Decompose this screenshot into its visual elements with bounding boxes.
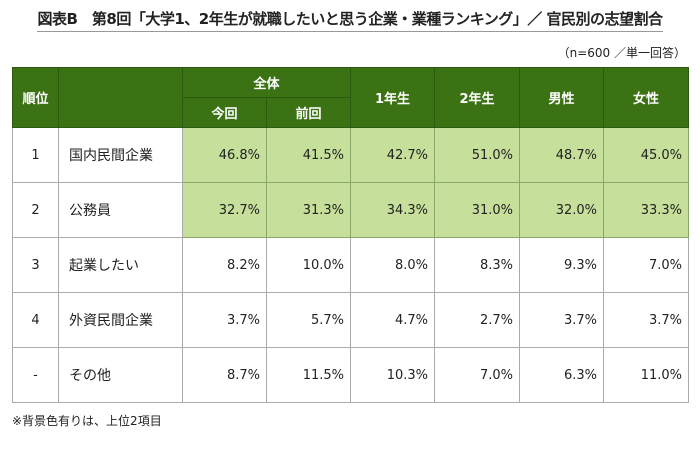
- rank-cell: 3: [12, 237, 59, 293]
- value-cell: 45.0%: [603, 127, 690, 183]
- value-cell: 5.7%: [265, 292, 352, 348]
- header-rank: 順位: [12, 67, 59, 128]
- header-female: 女性: [603, 67, 690, 128]
- label-cell: 起業したい: [58, 237, 183, 293]
- value-cell: 34.3%: [350, 182, 436, 238]
- footnote: ※背景色有りは、上位2項目: [12, 414, 162, 428]
- value-cell: 4.7%: [350, 292, 436, 348]
- table-row: 4 外資民間企業 3.7% 5.7% 4.7% 2.7% 3.7% 3.7%: [12, 292, 690, 348]
- value-cell: 9.3%: [519, 237, 605, 293]
- sample-note: （n=600 ／単一回答）: [557, 46, 686, 60]
- header-overall-current: 今回: [182, 97, 267, 128]
- header-overall-previous: 前回: [265, 97, 352, 128]
- rank-cell: -: [12, 347, 59, 403]
- value-cell: 2.7%: [434, 292, 521, 348]
- value-cell: 11.0%: [603, 347, 690, 403]
- rank-cell: 4: [12, 292, 59, 348]
- table-row: 1 国内民間企業 46.8% 41.5% 42.7% 51.0% 48.7% 4…: [12, 127, 690, 183]
- value-cell: 7.0%: [603, 237, 690, 293]
- value-cell: 31.3%: [265, 182, 352, 238]
- value-cell: 11.5%: [265, 347, 352, 403]
- header-overall: 全体: [181, 67, 352, 98]
- label-cell: その他: [58, 347, 183, 403]
- value-cell: 8.0%: [350, 237, 436, 293]
- value-cell: 3.7%: [519, 292, 605, 348]
- value-cell: 8.7%: [182, 347, 267, 403]
- value-cell: 3.7%: [182, 292, 267, 348]
- value-cell: 7.0%: [434, 347, 521, 403]
- header-male: 男性: [519, 67, 605, 128]
- value-cell: 41.5%: [265, 127, 352, 183]
- page-title: 図表B 第8回「大学1、2年生が就職したいと思う企業・業種ランキング」／ 官民別…: [0, 8, 700, 32]
- value-cell: 32.0%: [519, 182, 605, 238]
- table-row: 3 起業したい 8.2% 10.0% 8.0% 8.3% 9.3% 7.0%: [12, 237, 690, 293]
- rank-cell: 2: [12, 182, 59, 238]
- title-text: 図表B 第8回「大学1、2年生が就職したいと思う企業・業種ランキング」／ 官民別…: [37, 10, 663, 32]
- rank-cell: 1: [12, 127, 59, 183]
- header-year1: 1年生: [350, 67, 436, 128]
- label-cell: 公務員: [58, 182, 183, 238]
- table-row: 2 公務員 32.7% 31.3% 34.3% 31.0% 32.0% 33.3…: [12, 182, 690, 238]
- table-row: - その他 8.7% 11.5% 10.3% 7.0% 6.3% 11.0%: [12, 347, 690, 403]
- value-cell: 3.7%: [603, 292, 690, 348]
- value-cell: 33.3%: [603, 182, 690, 238]
- value-cell: 8.2%: [182, 237, 267, 293]
- header-label: [58, 67, 183, 128]
- value-cell: 46.8%: [182, 127, 267, 183]
- value-cell: 10.3%: [350, 347, 436, 403]
- value-cell: 51.0%: [434, 127, 521, 183]
- value-cell: 42.7%: [350, 127, 436, 183]
- label-cell: 外資民間企業: [58, 292, 183, 348]
- value-cell: 8.3%: [434, 237, 521, 293]
- value-cell: 10.0%: [265, 237, 352, 293]
- value-cell: 48.7%: [519, 127, 605, 183]
- value-cell: 31.0%: [434, 182, 521, 238]
- value-cell: 6.3%: [519, 347, 605, 403]
- value-cell: 32.7%: [182, 182, 267, 238]
- label-cell: 国内民間企業: [58, 127, 183, 183]
- ranking-table: 順位 全体 1年生 2年生 男性 女性 今回 前回 1 国内民間企業 46.8%…: [12, 67, 690, 403]
- header-year2: 2年生: [434, 67, 521, 128]
